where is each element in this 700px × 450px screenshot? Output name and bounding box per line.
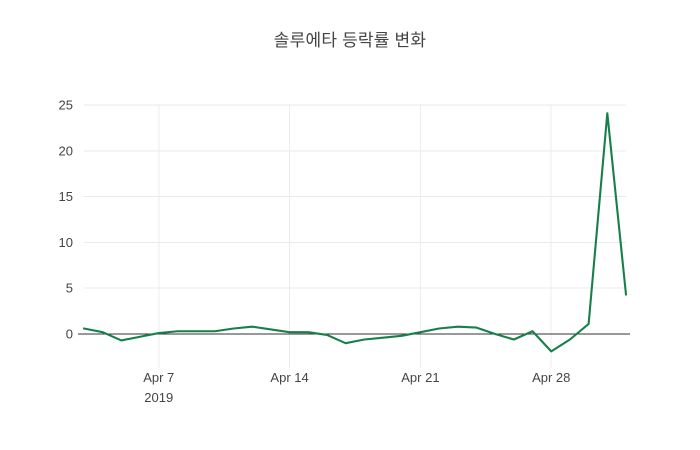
chart-title: 솔루에타 등락률 변화 xyxy=(273,31,427,50)
x-axis-tick-label: Apr 14 xyxy=(270,370,308,385)
x-axis-tick-label: Apr 7 xyxy=(143,370,174,385)
x-axis-tick-label: Apr 28 xyxy=(532,370,570,385)
data-series-group[interactable] xyxy=(82,112,628,353)
y-axis-tick-label: 0 xyxy=(66,327,73,342)
series-line-등락률[interactable] xyxy=(82,112,628,353)
y-axis-tick-label: 10 xyxy=(59,235,73,250)
y-axis-tick-label: 20 xyxy=(59,143,73,158)
x-axis-tick-label: Apr 21 xyxy=(401,370,439,385)
y-axis-tick-label: 5 xyxy=(66,281,73,296)
gridlines-group xyxy=(84,104,626,335)
y-axis-tick-label: 15 xyxy=(59,189,73,204)
x-axis-tick-labels: Apr 7 2019 Apr 14 Apr 21 Apr 28 xyxy=(143,370,570,405)
y-axis-tick-labels: 0 5 10 15 20 25 xyxy=(59,98,73,342)
vertical-gridlines-group xyxy=(158,105,552,368)
y-axis-tick-label: 25 xyxy=(59,98,73,113)
x-axis-tick-sublabel: 2019 xyxy=(144,390,173,405)
